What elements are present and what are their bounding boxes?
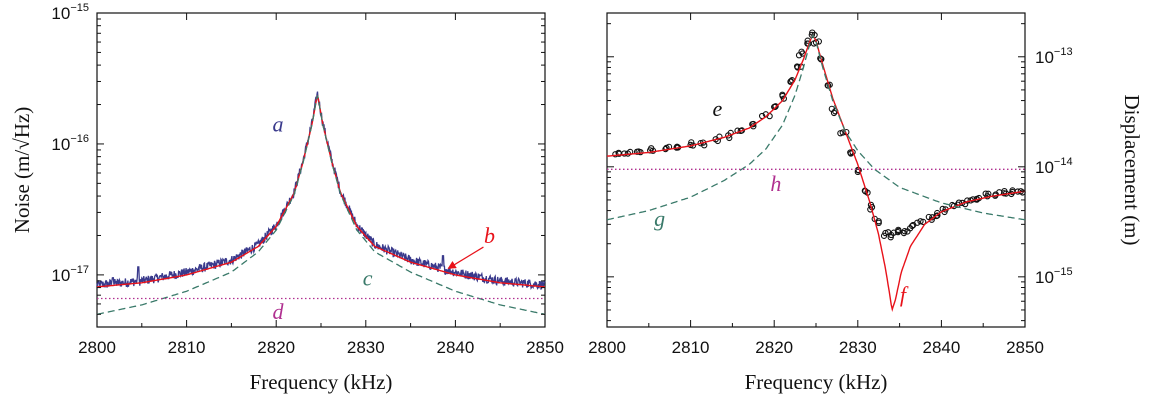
x-axis-title: Frequency (kHz) [250,370,393,394]
y-tick-exponent: −15 [70,2,89,14]
y-tick-label: 10−14 [1035,156,1073,177]
data-point [633,148,641,155]
y-tick-base: 10 [1035,158,1054,177]
y-axis-title: Noise (m/√Hz) [10,107,34,233]
x-tick-label: 2800 [588,338,626,357]
curve-label-g: g [654,206,665,231]
y-tick-exponent: −16 [70,133,89,145]
y-tick-label: 10−17 [51,264,89,285]
y-axis-title: Displacement (m) [1120,94,1144,245]
x-tick-label: 2810 [168,338,206,357]
data-point [780,95,788,102]
data-point [612,151,619,158]
x-tick-label: 2820 [257,338,295,357]
data-point [906,225,914,232]
x-tick-label: 2810 [672,338,710,357]
label-arrow [447,246,484,269]
curve-label-a: a [272,111,283,136]
data-point [920,218,927,226]
y-tick-label: 10−16 [51,133,89,154]
data-point [734,127,741,134]
y-tick-exponent: −14 [1054,156,1073,168]
x-tick-label: 2800 [78,338,116,357]
data-point [793,63,801,70]
data-point [867,206,874,213]
curve-label-e: e [712,96,722,121]
x-tick-label: 2820 [755,338,793,357]
y-tick-base: 10 [1035,48,1054,67]
curve-label-f: f [900,282,909,307]
y-tick-exponent: −15 [1054,266,1073,278]
data-point [772,103,779,110]
curve-label-h: h [770,171,781,196]
plot-frame [606,12,1026,328]
series-line-b [96,95,546,288]
curve-label-d: d [272,299,284,324]
curve-label-b: b [484,223,495,248]
x-tick-label: 2840 [922,338,960,357]
data-point [716,133,723,140]
data-point [928,216,935,223]
y-tick-label: 10−15 [51,2,89,23]
data-point [934,212,941,219]
data-point [895,227,902,235]
data-point [887,234,894,241]
data-point [880,232,888,239]
curve-label-c: c [363,265,373,290]
y-tick-base: 10 [51,135,70,154]
plot-marks: e f g h [606,29,1026,312]
y-tick-exponent: −17 [70,264,89,276]
series-line-a [96,91,546,291]
data-point [830,109,838,117]
series-line-g [606,33,1026,221]
series-line-f [607,33,1026,312]
data-point [837,130,844,137]
y-tick-label: 10−13 [1035,46,1073,67]
data-point [673,143,681,150]
plot-marks: a b c d [96,91,546,324]
data-point [914,219,921,226]
data-point [798,48,805,55]
x-tick-label: 2850 [526,338,564,357]
data-point [621,150,628,157]
series-line-c [96,95,546,315]
data-point [982,190,989,197]
data-point [900,229,908,237]
data-point [917,218,924,225]
y-tick-label: 10−15 [1035,266,1073,287]
y-tick-base: 10 [51,266,70,285]
x-tick-label: 2830 [839,338,877,357]
y-tick-exponent: −13 [1054,46,1073,58]
data-point [688,139,695,146]
x-tick-label: 2830 [347,338,385,357]
x-axis-title: Frequency (kHz) [745,370,888,394]
y-tick-base: 10 [51,4,70,23]
x-tick-label: 2840 [436,338,474,357]
data-point [779,91,786,98]
x-tick-label: 2850 [1006,338,1044,357]
y-tick-base: 10 [1035,268,1054,287]
